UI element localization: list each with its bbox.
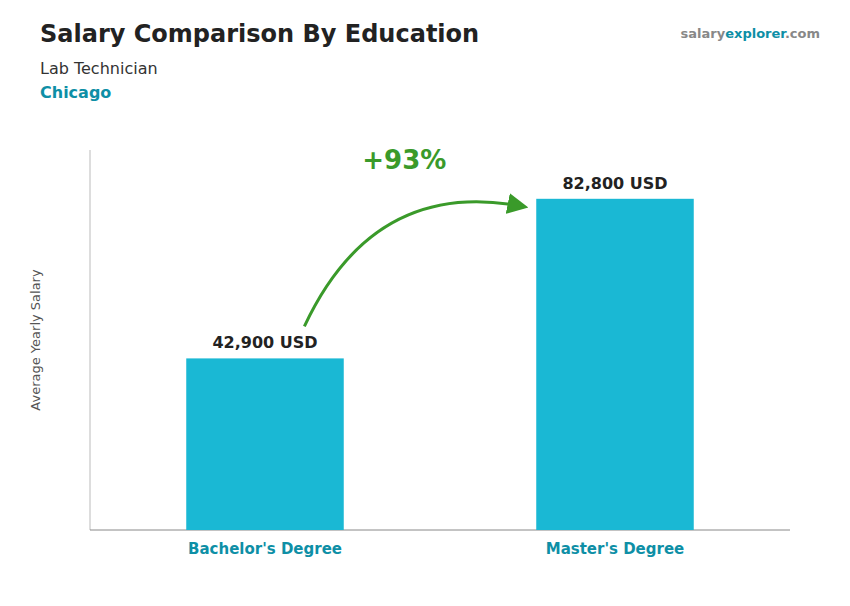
- category-label: Bachelor's Degree: [188, 540, 342, 558]
- plot-area: [186, 199, 694, 530]
- data-label: 82,800 USD: [562, 174, 667, 193]
- chart-container: Salary Comparison By Education Lab Techni…: [0, 0, 850, 606]
- y-axis-line: [90, 150, 91, 530]
- title: Salary Comparison By Education: [40, 20, 479, 48]
- annotation: +93%: [362, 145, 446, 175]
- bar: [186, 358, 344, 530]
- source-part: .com: [785, 26, 820, 41]
- subtitle: Lab Technician: [40, 59, 158, 78]
- source: salaryexplorer.com: [681, 26, 820, 41]
- source-part: salary: [681, 26, 726, 41]
- chart-svg: Salary Comparison By Education Lab Techni…: [0, 0, 850, 606]
- source-part: explorer: [725, 26, 787, 41]
- category-label: Master's Degree: [546, 540, 685, 558]
- annotation-arrow: [304, 202, 524, 327]
- y-axis-label: Average Yearly Salary: [28, 269, 43, 411]
- data-label: 42,900 USD: [212, 333, 317, 352]
- subtitle: Chicago: [40, 83, 111, 102]
- bar: [536, 199, 694, 530]
